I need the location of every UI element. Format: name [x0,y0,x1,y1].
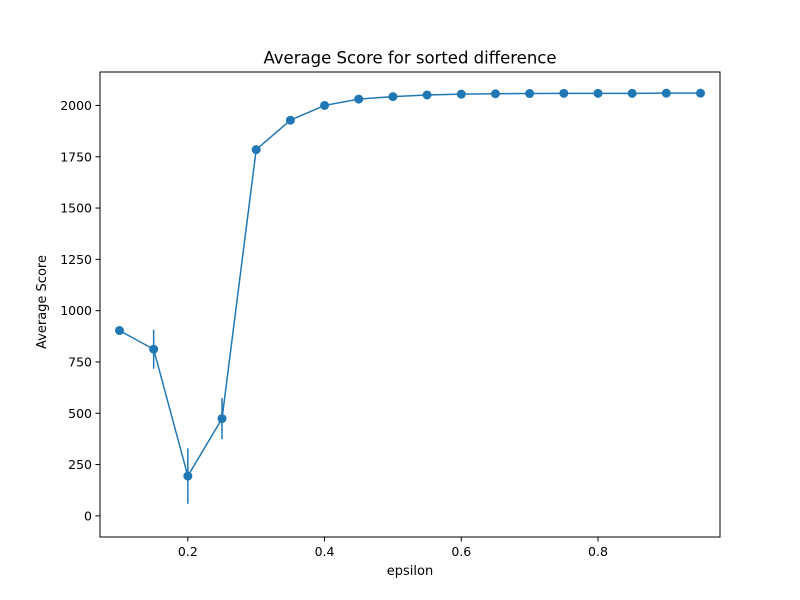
data-point [320,100,330,110]
data-point [456,89,466,99]
x-tick-label: 0.4 [315,544,335,559]
x-tick-label: 0.8 [588,544,608,559]
data-point [149,344,159,354]
data-point [627,88,637,98]
data-point [593,88,603,98]
y-tick-label: 1250 [60,252,92,267]
data-point [285,115,295,125]
data-point [559,88,569,98]
series-line [119,92,701,477]
data-point [251,145,261,155]
x-axis-label: epsilon [387,564,433,579]
data-point [490,89,500,99]
chart-title: Average Score for sorted difference [263,49,556,68]
axes-frame [99,71,721,538]
data-point [354,94,364,104]
data-point [422,90,432,100]
y-tick-label: 2000 [60,98,92,113]
y-tick-label: 500 [68,406,92,421]
y-tick-label: 250 [68,457,92,472]
y-tick-label: 1500 [60,201,92,216]
y-tick-label: 750 [68,354,92,369]
data-point [114,326,124,336]
x-tick-label: 0.2 [178,544,198,559]
data-point [217,414,227,424]
y-tick-label: 1750 [60,149,92,164]
x-tick-label: 0.6 [451,544,471,559]
data-point [661,88,671,98]
data-point [525,89,535,99]
plot-area [114,88,706,504]
data-point [388,92,398,102]
y-tick-label: 0 [84,508,92,523]
axis-ticks: 0.2 0.4 0.6 0.8 0 250 500 750 1000 1250 1500 1750 20… [60,98,608,559]
y-axis-label: Average Score [35,255,50,349]
y-tick-label: 1000 [60,303,92,318]
data-point [183,471,193,481]
data-point [696,88,706,98]
